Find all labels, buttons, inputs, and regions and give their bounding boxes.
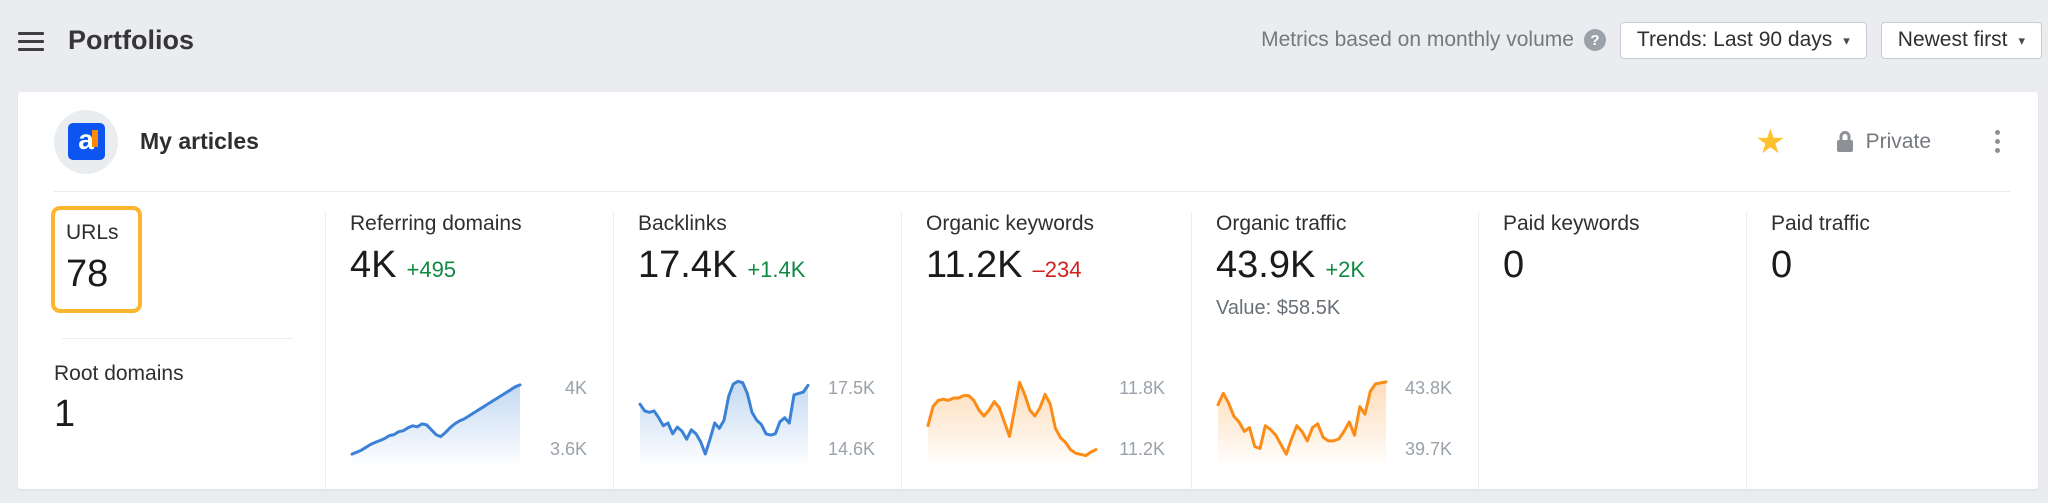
more-menu-icon[interactable] <box>1987 122 2008 161</box>
axis-label-bottom: 39.7K <box>1404 439 1452 459</box>
metric-column-urls: URLs 78 Root domains 1 <box>51 206 325 490</box>
metric-label: URLs <box>66 221 119 244</box>
metric-value: 4K <box>350 244 397 286</box>
sparkline-block: 43.8K 39.7K <box>1216 377 1478 463</box>
chevron-down-icon: ▾ <box>2018 33 2025 48</box>
traffic-value-subtext: Value: $58.5K <box>1216 297 1341 319</box>
help-icon[interactable]: ? <box>1583 29 1606 51</box>
metric-column-paid-keywords: Paid keywords 0 <box>1478 212 1746 490</box>
axis-label-top: 11.8K <box>1119 378 1165 398</box>
metric-value: 11.2K <box>926 244 1023 286</box>
metrics-note: Metrics based on monthly volume <box>1261 28 1574 51</box>
metric-label: Paid keywords <box>1503 212 1640 235</box>
metric-value: 17.4K <box>638 244 738 286</box>
metric-column-organic-keywords: Organic keywords 11.2K –234 11.8K 11.2K <box>901 212 1191 490</box>
metric-label: Organic traffic <box>1216 212 1347 235</box>
portfolio-avatar: a <box>54 109 118 174</box>
chevron-down-icon: ▾ <box>1843 33 1850 48</box>
axis-label-bottom: 14.6K <box>827 439 875 459</box>
sort-dropdown-label: Newest first <box>1897 28 2008 51</box>
divider <box>62 338 293 339</box>
metrics-row: URLs 78 Root domains 1 Referring domains… <box>18 192 2038 490</box>
metric-value: 78 <box>66 253 109 295</box>
sparkline-chart <box>926 380 1098 463</box>
metric-delta: +495 <box>406 257 457 282</box>
top-bar: Portfolios Metrics based on monthly volu… <box>0 0 2048 92</box>
metric-label: Paid traffic <box>1771 212 1870 235</box>
metric-value: 1 <box>54 393 76 435</box>
metric-delta: +2K <box>1325 257 1366 282</box>
metric-value: 0 <box>1503 244 1525 286</box>
metric-column-paid-traffic: Paid traffic 0 <box>1746 212 2038 490</box>
sparkline-block: 4K 3.6K <box>350 377 613 463</box>
metric-value: 0 <box>1771 244 1793 286</box>
axis-label-top: 43.8K <box>1404 378 1452 398</box>
metric-column-backlinks: Backlinks 17.4K +1.4K 17.5K 14.6K <box>613 212 901 490</box>
metric-column-referring-domains: Referring domains 4K +495 4K 3.6K <box>325 212 613 490</box>
lock-icon <box>1836 131 1853 152</box>
ahrefs-favicon-icon: a <box>67 123 105 160</box>
menu-icon[interactable] <box>18 27 44 56</box>
metric-label: Organic keywords <box>926 212 1095 235</box>
sparkline-block: 11.8K 11.2K <box>926 377 1191 463</box>
visibility-label: Private <box>1865 129 1931 153</box>
trends-dropdown[interactable]: Trends: Last 90 days ▾ <box>1619 21 1867 59</box>
sparkline-block: 17.5K 14.6K <box>638 377 901 463</box>
axis-label-bottom: 3.6K <box>549 439 587 459</box>
sparkline-chart <box>638 379 810 463</box>
axis-label-bottom: 11.2K <box>1119 439 1165 459</box>
portfolio-card: a My articles ★ Private URLs 78 Root dom… <box>18 92 2038 490</box>
metric-label: Root domains <box>54 362 184 385</box>
sort-dropdown[interactable]: Newest first ▾ <box>1880 21 2042 59</box>
metric-column-organic-traffic: Organic traffic 43.9K +2K Value: $58.5K 4… <box>1191 212 1478 490</box>
portfolio-name[interactable]: My articles <box>140 128 259 154</box>
divider <box>54 191 2010 192</box>
portfolio-card-header: a My articles ★ Private <box>18 92 2038 191</box>
sparkline-chart <box>350 383 522 463</box>
axis-label-top: 17.5K <box>827 378 875 398</box>
urls-highlight-annotation: URLs 78 <box>51 206 142 313</box>
metric-delta: +1.4K <box>747 257 806 282</box>
sparkline-chart <box>1216 380 1388 463</box>
trends-dropdown-label: Trends: Last 90 days <box>1636 28 1833 51</box>
page-title: Portfolios <box>68 24 194 55</box>
axis-label-top: 4K <box>564 378 587 398</box>
metric-label: Backlinks <box>638 212 727 235</box>
star-favorite-icon[interactable]: ★ <box>1755 122 1786 161</box>
metric-delta: –234 <box>1032 257 1082 282</box>
metric-value: 43.9K <box>1216 244 1316 286</box>
metric-label: Referring domains <box>350 212 522 235</box>
